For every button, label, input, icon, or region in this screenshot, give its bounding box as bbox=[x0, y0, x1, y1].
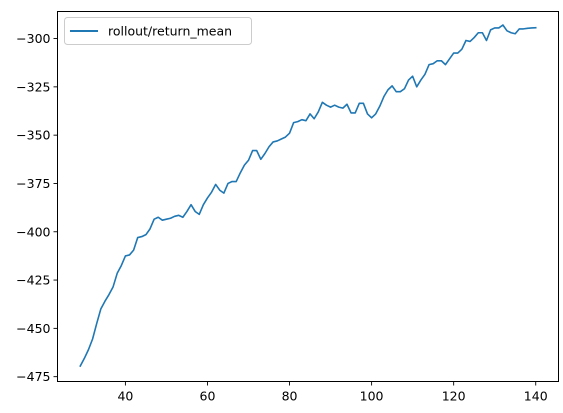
x-axis-ticks: 40 60 80 100 120 140 bbox=[117, 381, 548, 404]
y-tick-label: −400 bbox=[16, 224, 50, 239]
series-layer bbox=[79, 24, 537, 368]
x-tick-label: 120 bbox=[442, 389, 466, 404]
plot-area-frame bbox=[57, 11, 559, 382]
y-tick-label: −375 bbox=[16, 176, 50, 191]
y-tick-label: −425 bbox=[16, 273, 50, 288]
y-tick-label: −475 bbox=[16, 369, 50, 384]
y-axis-ticks: −300 −325 −350 −375 −400 −425 −450 −475 bbox=[16, 31, 58, 384]
y-tick-label: −350 bbox=[16, 128, 50, 143]
series-line-0 bbox=[79, 24, 537, 368]
y-tick-label: −325 bbox=[16, 79, 50, 94]
y-tick-label: −450 bbox=[16, 321, 50, 336]
x-tick-label: 40 bbox=[117, 389, 133, 404]
legend-box bbox=[64, 17, 252, 45]
x-tick-label: 60 bbox=[200, 389, 216, 404]
legend-label: rollout/return_mean bbox=[108, 24, 232, 39]
x-tick-label: 80 bbox=[282, 389, 298, 404]
x-tick-label: 140 bbox=[524, 389, 548, 404]
x-tick-label: 100 bbox=[360, 389, 384, 404]
legend: rollout/return_mean bbox=[64, 17, 252, 45]
y-tick-label: −300 bbox=[16, 31, 50, 46]
